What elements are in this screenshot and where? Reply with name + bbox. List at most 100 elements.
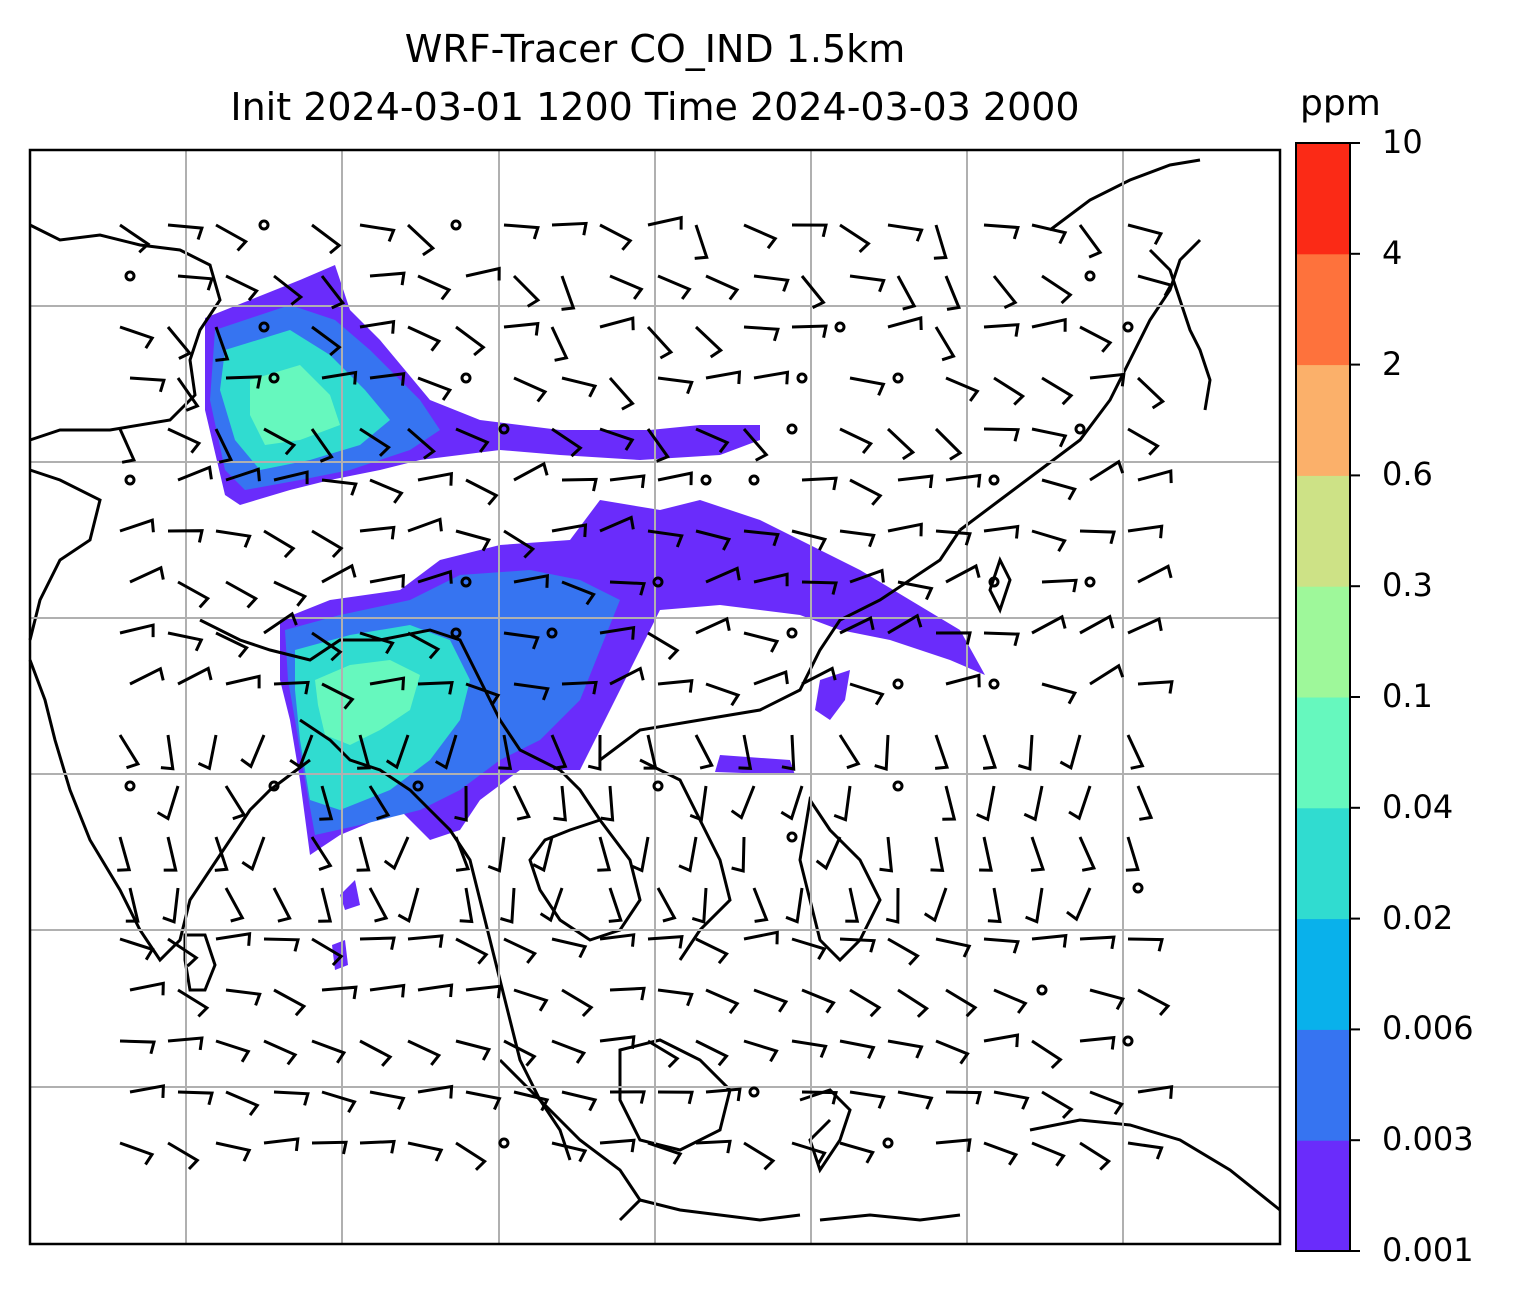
- calm-wind-circle: [1122, 321, 1134, 333]
- wind-barb: [513, 1090, 550, 1112]
- wind-barb: [599, 625, 636, 640]
- wind-barb: [849, 1090, 886, 1109]
- wind-barb: [646, 325, 674, 360]
- wind-barb: [738, 734, 753, 770]
- wind-barb: [273, 274, 304, 306]
- wind-barb: [743, 223, 778, 250]
- wind-barb: [780, 785, 804, 821]
- calm-wind-circle: [652, 780, 664, 792]
- wind-barb: [849, 568, 885, 584]
- wind-barb: [874, 734, 890, 771]
- wind-barb: [886, 427, 916, 461]
- wind-barb: [561, 376, 598, 398]
- wind-barb: [263, 529, 296, 559]
- wind-barb: [224, 785, 247, 821]
- wind-barb: [503, 631, 540, 650]
- wind-barb: [609, 474, 646, 489]
- wind-barb: [630, 836, 650, 873]
- wind-barb: [647, 215, 683, 230]
- wind-barb: [1031, 614, 1067, 635]
- calm-wind-circle: [882, 1137, 894, 1149]
- wind-barb: [434, 734, 458, 770]
- wind-barb: [983, 427, 1020, 442]
- wind-barb: [678, 836, 698, 873]
- wind-barb: [119, 623, 155, 638]
- wind-barb: [695, 937, 729, 965]
- wind-barb: [1136, 785, 1154, 821]
- colorbar-tick-label: 0.006: [1382, 1009, 1474, 1048]
- wind-barb: [993, 988, 1028, 1014]
- wind-barb: [647, 934, 684, 949]
- wind-barb: [791, 324, 828, 339]
- colorbar-tick-label: 0.001: [1382, 1231, 1474, 1269]
- wind-barb: [215, 529, 252, 548]
- wind-barb: [225, 375, 262, 389]
- calm-wind-circle: [460, 576, 472, 588]
- wind-barb: [983, 937, 1020, 954]
- plume-north-peak: [250, 365, 340, 445]
- wind-barb: [117, 836, 132, 872]
- coastlines-layer: [28, 158, 1281, 1222]
- wind-barb: [705, 274, 740, 301]
- wind-barb: [839, 1141, 875, 1164]
- wind-barb: [815, 836, 842, 871]
- wind-barb: [849, 274, 886, 293]
- wind-barb: [705, 566, 741, 584]
- wind-barb: [1125, 836, 1140, 872]
- calm-wind-circle: [834, 321, 846, 333]
- wind-barb: [359, 936, 396, 951]
- coastline-peninsula: [28, 659, 311, 963]
- wind-barb: [407, 325, 442, 352]
- wind-barb: [691, 887, 708, 924]
- wind-barb: [791, 1141, 827, 1165]
- wind-barb: [695, 1039, 729, 1067]
- calm-wind-circle: [786, 627, 798, 639]
- colorbar-border: [1295, 142, 1351, 1252]
- wind-barb: [1089, 1090, 1124, 1116]
- wind-barb: [417, 376, 453, 401]
- wind-barb: [359, 319, 396, 334]
- wind-barb: [215, 932, 252, 946]
- wind-barb: [983, 323, 1020, 337]
- wind-barb: [321, 563, 357, 584]
- wind-barb: [539, 887, 564, 923]
- wind-barb: [273, 1090, 310, 1106]
- wind-barb: [1127, 427, 1160, 456]
- wind-barb: [1025, 887, 1044, 924]
- wind-barb: [1031, 933, 1068, 948]
- wind-barb: [551, 523, 588, 538]
- wind-barb: [311, 1039, 347, 1064]
- wind-barb: [513, 682, 550, 701]
- wind-barb: [791, 223, 828, 238]
- wind-barb: [979, 836, 993, 872]
- wind-barb: [599, 933, 636, 947]
- wind-barb: [896, 275, 917, 311]
- wind-barb: [1078, 224, 1103, 259]
- wind-barb: [945, 376, 980, 402]
- calm-wind-circle: [546, 627, 558, 639]
- wind-barb: [167, 427, 202, 454]
- wind-barb: [417, 274, 452, 301]
- coastline-borneo: [618, 1038, 732, 1152]
- wind-barb: [1017, 734, 1034, 771]
- calm-wind-circle: [988, 576, 1000, 588]
- wind-barb: [1127, 1141, 1164, 1160]
- wind-barb: [656, 887, 677, 923]
- wind-barb: [407, 1141, 444, 1162]
- wind-barb: [983, 223, 1020, 240]
- wind-barb: [129, 565, 165, 584]
- wind-barb: [609, 274, 644, 300]
- wind-barb: [513, 988, 549, 1012]
- wind-barb: [934, 734, 950, 770]
- colorbar-tick-label: 0.6: [1382, 455, 1433, 494]
- wind-barb: [561, 680, 598, 695]
- colorbar-tick-label: 2: [1382, 344, 1403, 383]
- wind-barb: [512, 274, 541, 308]
- wind-barb: [513, 376, 548, 403]
- wind-barb: [356, 836, 371, 872]
- coastline-west-india: [28, 468, 102, 641]
- wind-barb: [1031, 1141, 1066, 1167]
- wind-barb: [742, 428, 769, 462]
- wind-barb: [845, 887, 860, 923]
- calm-wind-circle: [268, 372, 280, 384]
